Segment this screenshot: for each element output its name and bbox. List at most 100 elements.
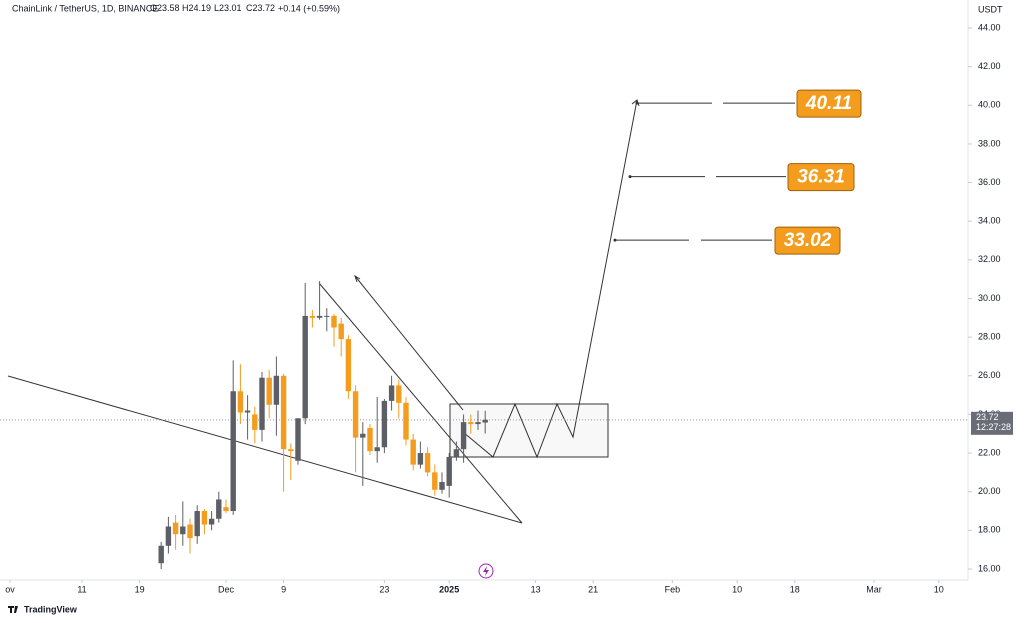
target-label: 36.31: [797, 167, 845, 188]
candle-body: [360, 433, 366, 438]
quote-label: C: [246, 3, 253, 13]
candle-body: [396, 385, 402, 403]
candle-body: [187, 524, 193, 539]
x-tick-label: 2025: [439, 584, 459, 594]
y-tick-label: 22.00: [978, 447, 1001, 457]
candle-body: [331, 315, 337, 328]
quote-change: +0.14 (+0.59%): [278, 3, 340, 13]
quote-item: L23.01: [214, 3, 242, 13]
quote-label: L: [214, 3, 219, 13]
x-tick-label: Dec: [218, 584, 235, 594]
quote-value: 24.19: [189, 3, 212, 13]
y-tick-label: 34.00: [978, 216, 1001, 226]
logo: TradingView: [8, 604, 78, 614]
arrow-head: [354, 274, 361, 283]
y-tick-label: 40.00: [978, 100, 1001, 110]
symbol-title: ChainLink / TetherUS, 1D, BINANCE: [12, 3, 158, 13]
candle-body: [388, 385, 395, 401]
target-box: [787, 163, 855, 192]
y-tick-label: 38.00: [978, 138, 1001, 148]
x-tick-label: 9: [281, 584, 286, 594]
candle-body: [266, 377, 272, 405]
candle-body: [252, 414, 258, 430]
candle-body: [309, 315, 316, 318]
candle-body: [410, 439, 416, 465]
event-icon: [478, 563, 494, 579]
candle-body: [288, 449, 294, 452]
candle-body: [482, 419, 488, 423]
candle-body: [280, 375, 287, 450]
trend-line: [7, 375, 523, 524]
candle-body: [446, 456, 452, 486]
candle-body: [216, 499, 222, 519]
quote-item: H24.19: [182, 3, 211, 13]
quote-value: 23.58: [157, 3, 180, 13]
event-icon-bolt: [483, 566, 489, 576]
quote-label: O: [150, 3, 157, 13]
countdown: 12:27:28: [976, 422, 1011, 432]
candle-body: [367, 427, 373, 452]
x-tick-label: 23: [379, 584, 389, 594]
last-price-tag: [971, 411, 1013, 435]
quote-item: O23.58: [150, 3, 180, 13]
candle-body: [259, 377, 265, 430]
drawings: [7, 99, 640, 579]
quote-label: H: [182, 3, 189, 13]
candle-body: [201, 511, 208, 525]
quote-legend: O23.58 H24.19 L23.01 C23.72: [150, 3, 275, 13]
candle-body: [338, 323, 344, 340]
x-tick-label: 10: [732, 584, 742, 594]
quote-item: C23.72: [246, 3, 275, 13]
target-label: 33.02: [784, 230, 832, 251]
candle-body: [273, 375, 280, 405]
candle-body: [403, 402, 409, 440]
arrow-head: [631, 99, 640, 107]
candle-body: [374, 447, 380, 452]
candle-body: [295, 418, 301, 461]
candle-body: [223, 507, 229, 512]
candle-body: [316, 315, 323, 318]
candle-body: [439, 482, 445, 490]
candle-body: [172, 522, 179, 535]
watermark: TradingView: [24, 604, 78, 614]
candle-body: [352, 391, 359, 438]
x-tick-label: ov: [5, 584, 15, 594]
last-price-label: 23.72: [976, 412, 999, 422]
target-box: [774, 226, 841, 255]
trend-line: [318, 282, 523, 524]
candle-body: [475, 422, 481, 425]
x-tick-label: Mar: [866, 584, 882, 594]
x-tick-label: 18: [790, 584, 800, 594]
candle-body: [345, 339, 352, 392]
y-tick-label: 16.00: [978, 563, 1001, 573]
x-tick-label: 19: [135, 584, 145, 594]
target-box: [796, 89, 862, 118]
candle-body: [417, 453, 424, 465]
candle-body: [180, 526, 186, 535]
candle-body: [158, 545, 164, 564]
y-tick-label: 20.00: [978, 486, 1001, 496]
candle-body: [237, 391, 244, 413]
y-tick-label: 32.00: [978, 254, 1001, 264]
quote-value: 23.72: [253, 3, 276, 13]
quote-value: 23.01: [219, 3, 242, 13]
currency: USDT: [978, 4, 1003, 14]
y-tick-label: 28.00: [978, 332, 1001, 342]
candle-body: [432, 472, 438, 490]
y-tick-label: 26.00: [978, 370, 1001, 380]
x-tick-label: 13: [531, 584, 541, 594]
candle-body: [230, 391, 236, 512]
candle-body: [381, 400, 388, 448]
y-tick-label: 30.00: [978, 293, 1001, 303]
zigzag-projection: [462, 99, 638, 459]
y-tick-label: 36.00: [978, 177, 1001, 187]
candle-body: [302, 315, 308, 419]
x-tick-label: 11: [77, 584, 86, 594]
arrow-line: [354, 275, 464, 411]
candle-body: [453, 449, 460, 457]
range-box: [449, 403, 609, 458]
candle-body: [208, 518, 215, 525]
x-tick-label: 10: [934, 584, 944, 594]
